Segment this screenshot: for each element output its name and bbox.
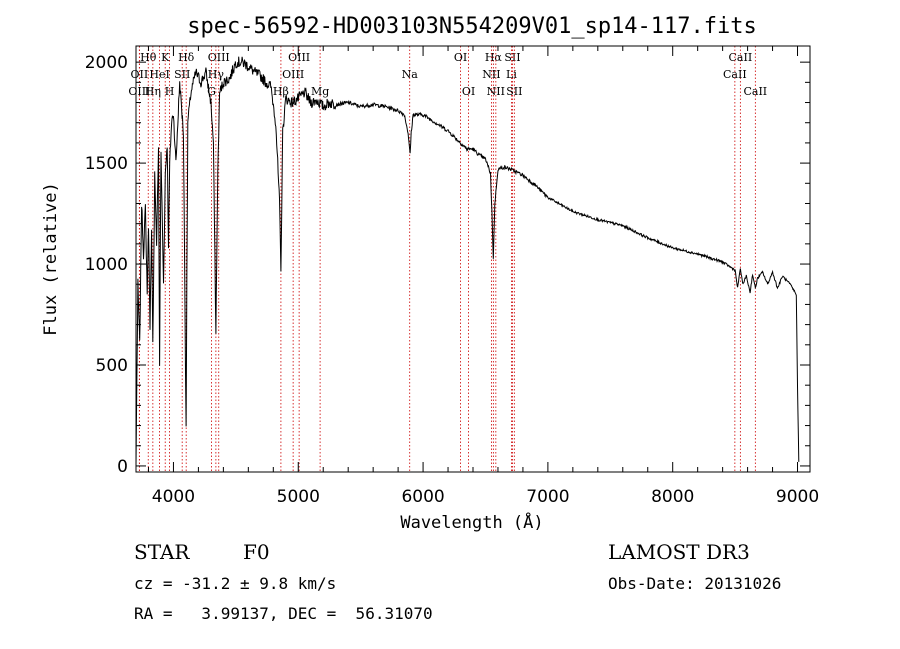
x-tick-label: 9000 (776, 487, 819, 507)
y-axis: 0 500 1000 1500 2000 (85, 53, 810, 477)
spectral-line-label: Li (506, 68, 517, 81)
observation-date: Obs-Date: 20131026 (608, 574, 782, 593)
chart-title: spec-56592-HD003103N554209V01_sp14-117.f… (187, 14, 757, 39)
y-tick-label: 1500 (85, 154, 128, 174)
y-tick-label: 1000 (85, 255, 128, 275)
y-tick-label: 2000 (85, 53, 128, 73)
x-tick-label: 6000 (401, 487, 444, 507)
spectral-line-label: Hβ (273, 85, 289, 98)
spectral-line-label: CaII (723, 68, 747, 81)
spectral-line-label: SII (506, 85, 522, 98)
object-class: STAR (134, 540, 190, 564)
x-tick-label: 7000 (526, 487, 569, 507)
spectral-line-label: Hδ (178, 51, 195, 64)
spectral-line-label: HeI (149, 68, 169, 81)
object-subclass: F0 (243, 540, 270, 564)
spectral-line-label: Hα (485, 51, 503, 64)
x-axis: 4000 5000 6000 7000 8000 9000 (147, 46, 819, 507)
x-tick-label: 5000 (277, 487, 320, 507)
y-axis-label: Flux (relative) (41, 182, 61, 336)
spectral-line-label: SII (504, 51, 520, 64)
spectral-line-label: OIII (288, 51, 310, 64)
spectral-line-label: NII (482, 68, 500, 81)
spectral-line-label: OIII (128, 85, 150, 98)
spectral-line-label: Na (402, 68, 419, 81)
y-tick-label: 500 (96, 356, 128, 376)
spectral-line-label: G (207, 85, 216, 98)
spectral-line-label: K (161, 51, 170, 64)
spectral-line-label: OIII (208, 51, 230, 64)
spectral-line-label: OI (454, 51, 467, 64)
survey-name: LAMOST DR3 (608, 540, 750, 564)
x-axis-label: Wavelength (Å) (400, 511, 543, 533)
spectral-line-label: CaII (743, 85, 767, 98)
x-tick-label: 4000 (152, 487, 195, 507)
spectral-line-label: NII (487, 85, 505, 98)
spectral-line-label: OIII (282, 68, 304, 81)
sky-coordinates: RA = 3.99137, DEC = 56.31070 (134, 604, 433, 623)
spectral-line-label: H (165, 85, 175, 98)
spectral-line-label: OI (462, 85, 475, 98)
y-tick-label: 0 (117, 457, 128, 477)
spectral-line-label: Mg (311, 85, 329, 98)
spectral-line-label: SII (174, 68, 190, 81)
spectral-line-label: Hγ (208, 68, 225, 81)
spectrum-line (135, 56, 800, 466)
spectral-line-label: CaII (729, 51, 753, 64)
x-tick-label: 8000 (651, 487, 694, 507)
spectral-line-label: Hη (145, 85, 161, 98)
redshift-velocity: cz = -31.2 ± 9.8 km/s (134, 574, 337, 593)
